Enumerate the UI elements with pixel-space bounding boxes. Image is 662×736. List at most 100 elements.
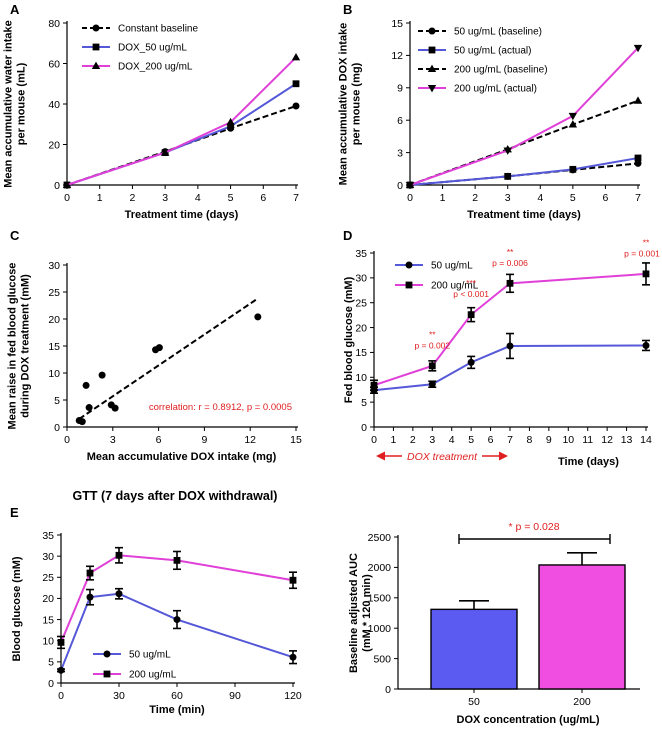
p-value-annotation: p = 0.002: [414, 340, 450, 350]
series-line: [66, 82, 297, 186]
data-point: [292, 102, 300, 110]
x-tick-label: 6: [603, 192, 609, 204]
series-line: [409, 157, 639, 186]
legend-marker: [427, 64, 437, 72]
scatter-point: [98, 371, 106, 379]
x-tick-label: 0: [64, 192, 70, 204]
y-tick-label: 0: [54, 180, 60, 192]
data-point: [289, 576, 297, 584]
data-point: [428, 380, 436, 388]
legend-marker: [103, 650, 111, 658]
x-tick-label: 11: [582, 434, 593, 446]
x-tick-label: 3: [162, 192, 168, 204]
x-tick-label: 120: [284, 690, 302, 702]
scatter-point: [82, 381, 90, 389]
x-tick-label: 4: [195, 192, 201, 204]
significance-stars: **: [507, 247, 514, 257]
x-tick-label: 10: [562, 434, 574, 446]
data-point: [115, 551, 123, 559]
y-tick-label: 0: [361, 422, 367, 434]
x-tick-label: 14: [640, 434, 652, 446]
y-tick-label: 5: [54, 395, 60, 407]
x-axis-title: Treatment time (days): [467, 209, 581, 221]
x-tick-label: 0: [64, 434, 70, 446]
series-line: [60, 592, 294, 671]
data-point: [467, 311, 475, 319]
y-tick-label: 20: [48, 139, 60, 151]
y-tick-label: 15: [391, 18, 403, 30]
y-tick-label: 35: [355, 248, 367, 260]
x-tick-label: 5: [228, 192, 234, 204]
y-tick-label: 500: [373, 653, 391, 665]
y-tick-label: 5: [48, 657, 54, 669]
y-tick-label: 20: [355, 322, 367, 334]
scatter-point: [85, 404, 93, 412]
x-tick-label: 0: [407, 192, 413, 204]
y-tick-label: 2500: [368, 532, 392, 544]
y-tick-label: 6: [397, 115, 403, 127]
y-tick-label: 80: [48, 18, 60, 30]
data-point: [57, 666, 65, 674]
series-line: [66, 56, 297, 186]
legend-marker: [427, 85, 437, 93]
data-point: [633, 96, 643, 104]
chart-water-intake: 0 1 2 3 4 5 6 7 0 20 40 60 80 Treatment time (days) Me…: [3, 18, 301, 221]
x-tick-label: 7: [507, 434, 513, 446]
x-axis-title: Time (days): [558, 456, 619, 468]
legend-label: 200 ug/mL (actual): [454, 84, 537, 95]
data-point: [568, 112, 578, 121]
series-line: [409, 47, 639, 186]
data-point: [86, 569, 94, 577]
data-point: [289, 653, 297, 661]
x-axis-title: Time (min): [149, 704, 205, 716]
y-tick-label: 3: [397, 147, 403, 159]
x-tick-label: 1: [391, 434, 397, 446]
y-tick-label: 9: [397, 83, 403, 95]
y-axis-title: (mM * 120 min): [361, 574, 373, 652]
y-axis-title: Fed blood glucose (mM): [343, 276, 355, 403]
x-tick-label: 200: [573, 696, 591, 708]
data-point: [62, 180, 72, 188]
x-tick-label: 6: [488, 434, 494, 446]
y-tick-label: 10: [355, 372, 367, 384]
x-tick-label: 12: [601, 434, 613, 446]
y-axis-title: per mouse (mg): [351, 62, 363, 145]
panel-letter-a: A: [10, 2, 20, 17]
x-tick-label: 7: [293, 192, 299, 204]
data-point: [503, 147, 512, 155]
panel-letter-c: C: [10, 228, 20, 243]
data-point: [642, 341, 650, 349]
data-point: [634, 159, 642, 167]
correlation-annotation: correlation: r = 0.8912, p = 0.0005: [149, 402, 292, 413]
x-tick-label: 7: [635, 192, 641, 204]
data-point: [227, 122, 234, 130]
x-tick-label: 2: [410, 434, 416, 446]
data-point: [568, 120, 578, 128]
p-value-annotation: p = 0.001: [624, 248, 660, 258]
scatter-point: [111, 404, 119, 412]
x-tick-label: 1: [97, 192, 103, 204]
y-tick-label: 2000: [368, 562, 392, 574]
y-tick-label: 40: [48, 99, 60, 111]
data-point: [291, 53, 301, 61]
data-point: [428, 362, 436, 370]
data-point: [506, 279, 514, 287]
panel-letter-e: E: [10, 505, 19, 520]
x-axis-title: DOX concentration (ug/mL): [457, 714, 600, 726]
y-axis-title: during DOX treatment (mM): [20, 274, 32, 418]
y-tick-label: 1000: [368, 623, 392, 635]
gtt-title: GTT (7 days after DOX withdrawal): [73, 489, 278, 503]
data-point: [86, 593, 94, 601]
y-tick-label: 5: [361, 397, 367, 409]
x-tick-label: 12: [244, 434, 256, 446]
y-tick-label: 20: [42, 593, 54, 605]
legend-label: DOX_50 ug/mL: [118, 43, 187, 54]
significance-stars: ***: [466, 278, 477, 288]
x-tick-label: 6: [156, 434, 162, 446]
legend-label: 200 ug/mL: [129, 670, 177, 681]
legend-marker: [428, 27, 436, 35]
y-tick-label: 25: [48, 287, 60, 299]
data-point: [405, 182, 415, 190]
x-tick-label: 5: [570, 192, 576, 204]
